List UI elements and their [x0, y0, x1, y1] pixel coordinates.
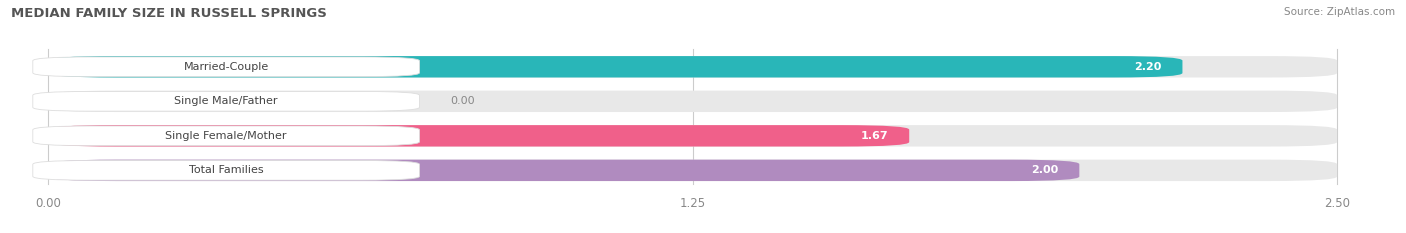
Text: Source: ZipAtlas.com: Source: ZipAtlas.com — [1284, 7, 1395, 17]
Text: 2.20: 2.20 — [1135, 62, 1161, 72]
Text: 0.00: 0.00 — [450, 96, 475, 106]
FancyBboxPatch shape — [48, 125, 910, 147]
FancyBboxPatch shape — [48, 91, 1337, 112]
FancyBboxPatch shape — [32, 126, 419, 146]
FancyBboxPatch shape — [48, 56, 1182, 78]
Text: 2.00: 2.00 — [1032, 165, 1059, 175]
FancyBboxPatch shape — [48, 56, 1337, 78]
Text: Married-Couple: Married-Couple — [184, 62, 269, 72]
FancyBboxPatch shape — [48, 160, 1080, 181]
FancyBboxPatch shape — [32, 161, 419, 180]
FancyBboxPatch shape — [32, 57, 419, 77]
Text: Single Female/Mother: Single Female/Mother — [166, 131, 287, 141]
FancyBboxPatch shape — [48, 160, 1337, 181]
FancyBboxPatch shape — [32, 92, 419, 111]
Text: MEDIAN FAMILY SIZE IN RUSSELL SPRINGS: MEDIAN FAMILY SIZE IN RUSSELL SPRINGS — [11, 7, 328, 20]
FancyBboxPatch shape — [48, 125, 1337, 147]
Text: Single Male/Father: Single Male/Father — [174, 96, 278, 106]
Text: Total Families: Total Families — [188, 165, 263, 175]
Text: 1.67: 1.67 — [860, 131, 889, 141]
